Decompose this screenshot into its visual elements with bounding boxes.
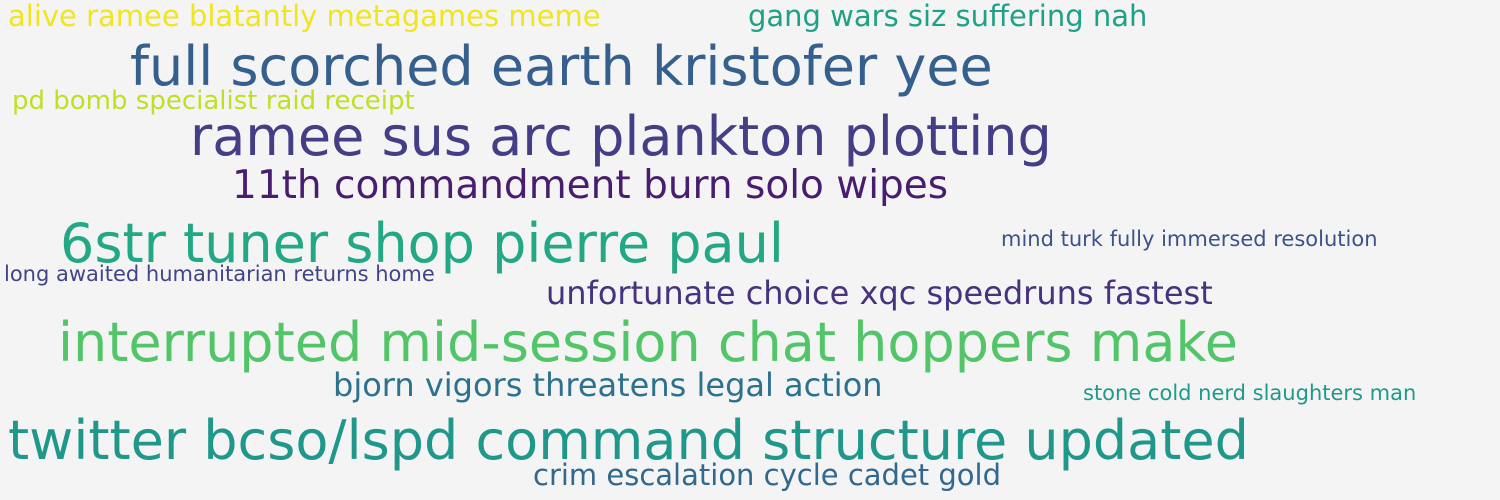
phrase-full-scorched-earth: full scorched earth kristofer yee bbox=[130, 35, 993, 98]
phrase-ramee-sus-arc: ramee sus arc plankton plotting bbox=[190, 105, 1052, 168]
phrase-crim-escalation: crim escalation cycle cadet gold bbox=[533, 458, 1001, 492]
phrase-alive-ramee: alive ramee blatantly metagames meme bbox=[8, 0, 601, 33]
phrase-gang-wars: gang wars siz suffering nah bbox=[748, 0, 1148, 33]
phrase-bjorn-vigors: bjorn vigors threatens legal action bbox=[333, 366, 883, 404]
phrase-6str-tuner: 6str tuner shop pierre paul bbox=[60, 212, 784, 275]
phrase-pd-bomb: pd bomb specialist raid receipt bbox=[12, 86, 415, 116]
phrase-interrupted-mid-session: interrupted mid-session chat hoppers mak… bbox=[58, 311, 1238, 374]
phrase-unfortunate-choice: unfortunate choice xqc speedruns fastest bbox=[546, 274, 1213, 312]
phrase-twitter-bcso: twitter bcso/lspd command structure upda… bbox=[8, 409, 1249, 472]
phrase-mind-turk: mind turk fully immersed resolution bbox=[1001, 227, 1378, 251]
phrase-stone-cold-nerd: stone cold nerd slaughters man bbox=[1083, 381, 1417, 405]
phrase-long-awaited: long awaited humanitarian returns home bbox=[4, 262, 435, 286]
phrase-11th-commandment: 11th commandment burn solo wipes bbox=[232, 163, 949, 208]
